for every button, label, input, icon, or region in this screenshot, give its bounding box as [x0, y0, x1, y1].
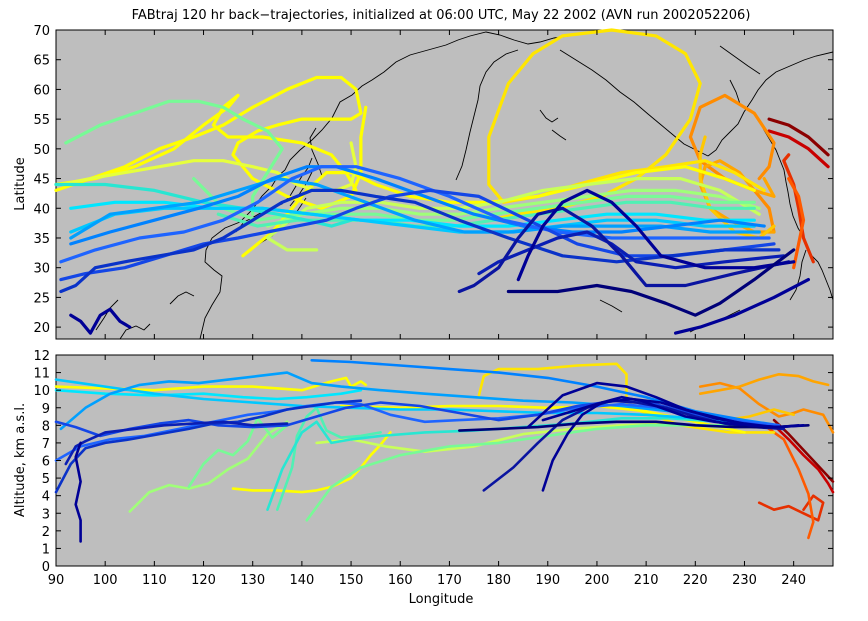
trajectory-line — [782, 153, 815, 264]
trajectory-line — [457, 206, 791, 294]
map-y-ticks: 20 25 30 35 40 45 50 55 60 65 70 — [33, 24, 833, 336]
x-tick-label: 140 — [289, 573, 314, 588]
y-tick-label: 12 — [33, 349, 50, 364]
trajectory-line — [772, 418, 835, 483]
trajectory-line — [74, 441, 82, 543]
trajectory-line — [767, 129, 830, 169]
map-plot-area — [55, 29, 834, 340]
x-tick-label: 90 — [48, 573, 65, 588]
y-tick-label: 2 — [42, 525, 50, 540]
trajectory-line — [516, 188, 796, 282]
trajectory-line — [767, 117, 830, 157]
y-tick-label: 1 — [42, 542, 50, 557]
map-y-axis-label: Latitude — [13, 157, 28, 211]
y-tick-label: 35 — [33, 232, 50, 247]
y-tick-label: 10 — [33, 384, 50, 399]
y-tick-label: 25 — [33, 291, 50, 306]
y-tick-label: 40 — [33, 202, 50, 217]
y-tick-label: 60 — [33, 83, 50, 98]
altitude-trajectories — [54, 358, 835, 543]
trajectory-line — [772, 423, 835, 494]
x-tick-label: 230 — [732, 573, 757, 588]
trajectory-line — [64, 99, 284, 216]
trajectory-line — [757, 494, 825, 522]
y-tick-label: 9 — [42, 402, 50, 417]
x-tick-label: 170 — [437, 573, 462, 588]
y-tick-label: 3 — [42, 507, 50, 522]
trajectory-line — [54, 378, 756, 427]
y-tick-label: 0 — [42, 560, 50, 575]
trajectory-line — [69, 307, 132, 335]
trajectory-line — [787, 177, 806, 270]
trajectory-line — [310, 358, 781, 427]
y-tick-label: 7 — [42, 437, 50, 452]
trajectory-line — [54, 399, 363, 494]
coastline-outline — [95, 31, 834, 340]
y-tick-label: 50 — [33, 143, 50, 158]
x-tick-label: 180 — [486, 573, 511, 588]
trajectory-line — [192, 177, 756, 222]
trajectory-line — [187, 416, 289, 489]
trajectory-line — [59, 141, 358, 192]
x-tick-label: 200 — [585, 573, 610, 588]
trajectory-line — [305, 423, 756, 522]
trajectory-line — [526, 381, 776, 429]
altitude-plot-area — [55, 354, 834, 567]
x-tick-label: 160 — [388, 573, 413, 588]
altitude-y-axis-label: Altitude, km a.s.l. — [13, 403, 28, 517]
map-panel: 20 25 30 35 40 45 50 55 60 65 70 Latitude — [13, 24, 834, 340]
y-tick-label: 6 — [42, 455, 50, 470]
x-tick-label: 110 — [142, 573, 167, 588]
trajectory-line — [275, 406, 382, 512]
trajectory-line — [698, 381, 835, 434]
trajectory-line — [487, 28, 766, 222]
chart-title: FABtraj 120 hr back−trajectories, initia… — [132, 8, 751, 23]
trajectory-line — [59, 165, 771, 264]
trajectory-line — [265, 188, 761, 228]
trajectory-line — [54, 376, 368, 392]
altitude-x-ticks: 90 100 110 120 130 140 150 160 170 180 190 200 210 22… — [48, 30, 806, 588]
x-tick-label: 150 — [339, 573, 364, 588]
x-tick-label: 100 — [93, 573, 118, 588]
y-tick-label: 4 — [42, 490, 50, 505]
trajectory-line — [54, 388, 363, 401]
y-tick-label: 5 — [42, 472, 50, 487]
trajectory-line — [698, 372, 830, 396]
y-tick-label: 11 — [33, 367, 50, 382]
trajectory-line — [673, 278, 811, 335]
y-tick-label: 20 — [33, 321, 50, 336]
trajectory-line — [266, 416, 756, 512]
x-tick-label: 130 — [240, 573, 265, 588]
trajectory-line — [59, 188, 781, 294]
y-tick-label: 8 — [42, 419, 50, 434]
y-tick-label: 70 — [33, 24, 50, 39]
x-axis-label: Longitude — [409, 592, 474, 607]
trajectory-line — [762, 423, 815, 540]
x-tick-label: 190 — [535, 573, 560, 588]
trajectory-line — [457, 420, 810, 432]
trajectory-line — [128, 420, 289, 513]
map-trajectories — [54, 28, 830, 335]
x-tick-label: 220 — [683, 573, 708, 588]
x-tick-label: 240 — [781, 573, 806, 588]
trajectory-line — [688, 93, 776, 234]
trajectory-line — [506, 248, 796, 317]
y-tick-label: 65 — [33, 54, 50, 69]
y-tick-label: 30 — [33, 262, 50, 277]
y-tick-label: 55 — [33, 113, 50, 128]
x-tick-label: 210 — [634, 573, 659, 588]
x-tick-label: 120 — [191, 573, 216, 588]
trajectory-line — [69, 206, 756, 234]
y-tick-label: 45 — [33, 173, 50, 188]
